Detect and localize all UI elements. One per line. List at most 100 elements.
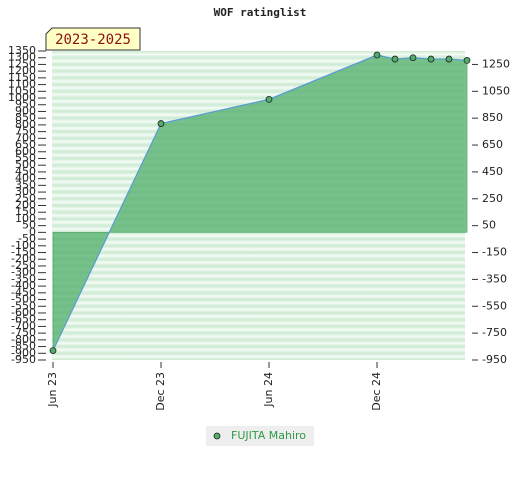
y-tick-label: 400 xyxy=(15,172,36,185)
point xyxy=(391,55,399,63)
y2-tick-label: -150 xyxy=(482,246,507,259)
point xyxy=(49,347,57,354)
point xyxy=(445,55,453,63)
y-tick-label: 150 xyxy=(15,205,36,218)
grid-band xyxy=(52,279,465,287)
grid-band xyxy=(52,51,465,58)
y2-tick-label: -350 xyxy=(482,272,507,285)
y-tick-label: -200 xyxy=(11,252,36,265)
y-tick-label: -400 xyxy=(11,279,36,292)
legend-box xyxy=(206,426,314,446)
y-tick-label: -650 xyxy=(11,313,36,326)
y-tick-label: -150 xyxy=(11,246,36,259)
point xyxy=(409,54,417,62)
grid-band xyxy=(52,265,465,273)
y-tick-label: -100 xyxy=(11,239,36,252)
y-tick-label: -550 xyxy=(11,299,36,312)
y-tick-label: -600 xyxy=(11,306,36,319)
badge: 2023-2025 xyxy=(55,32,131,48)
y-tick-label: 1100 xyxy=(8,78,36,91)
y-tick-label: 300 xyxy=(15,185,36,198)
grid-band xyxy=(52,319,465,327)
grid-band xyxy=(52,71,465,78)
y-tick-label: 0 xyxy=(29,225,36,238)
x-tick-label: Jun 24 xyxy=(262,372,275,408)
grid-band xyxy=(52,312,465,320)
x-tick-label: Dec 23 xyxy=(154,372,167,411)
legend-marker xyxy=(213,432,221,440)
chart-title: WOF ratinglist xyxy=(214,6,307,19)
grid-band xyxy=(52,91,465,99)
y-tick-label: -50 xyxy=(18,232,36,245)
grid-band xyxy=(52,232,465,240)
y-tick-label: 550 xyxy=(15,151,36,164)
y-tick-label: 800 xyxy=(15,118,36,131)
grid-band xyxy=(52,57,465,65)
point xyxy=(427,55,435,63)
y-tick-label: 750 xyxy=(15,125,36,138)
y-tick-label: 1150 xyxy=(8,71,36,84)
grid-band xyxy=(52,339,465,347)
grid-band xyxy=(52,64,465,72)
y-tick-label: 450 xyxy=(15,165,36,178)
y2-tick-label: 1250 xyxy=(482,57,510,70)
grid-band xyxy=(52,259,465,266)
y-tick-label: -800 xyxy=(11,333,36,346)
y-tick-label: 500 xyxy=(15,158,36,171)
y-tick-label: 1200 xyxy=(8,64,36,77)
badge-box xyxy=(45,27,141,51)
y-tick-label: -300 xyxy=(11,266,36,279)
y-tick-label: -450 xyxy=(11,286,36,299)
y-tick-label: 100 xyxy=(15,212,36,225)
grid-band xyxy=(52,326,465,334)
y-tick-label: 1000 xyxy=(8,91,36,104)
grid-band xyxy=(52,286,465,293)
y2-tick-label: 450 xyxy=(482,165,503,178)
y-tick-label: 50 xyxy=(22,219,36,232)
grid-band xyxy=(52,245,465,253)
y-tick-label: 1250 xyxy=(8,57,36,70)
point xyxy=(373,51,381,59)
y-tick-label: -250 xyxy=(11,259,36,272)
grid-band xyxy=(52,333,465,340)
y-tick-label: 350 xyxy=(15,178,36,191)
y-tick-label: 250 xyxy=(15,192,36,205)
y2-tick-label: 50 xyxy=(482,219,496,232)
point xyxy=(265,95,273,103)
y-tick-label: 1050 xyxy=(8,84,36,97)
y-tick-label: 850 xyxy=(15,111,36,124)
grid-band xyxy=(52,299,465,307)
y2-tick-label: -750 xyxy=(482,326,507,339)
grid-band xyxy=(52,346,465,354)
y2-tick-label: -950 xyxy=(482,353,507,366)
grid-band xyxy=(52,306,465,313)
y2-tick-label: -550 xyxy=(482,299,507,312)
point xyxy=(463,57,471,64)
y-tick-label: 1350 xyxy=(8,44,36,57)
legend-label: FUJITA Mahiro xyxy=(231,429,306,442)
y2-tick-label: 650 xyxy=(482,138,503,151)
y-tick-label: -750 xyxy=(11,326,36,339)
grid-band xyxy=(52,239,465,246)
grid-band xyxy=(52,77,465,85)
y-tick-label: 950 xyxy=(15,98,36,111)
y2-tick-label: 250 xyxy=(482,192,503,205)
grid-band xyxy=(52,353,465,360)
y-tick-label: 900 xyxy=(15,104,36,117)
y2-tick-label: 1050 xyxy=(482,84,510,97)
point xyxy=(157,120,165,127)
y-tick-label: -700 xyxy=(11,319,36,332)
y-tick-label: 700 xyxy=(15,131,36,144)
y-tick-label: -950 xyxy=(11,353,36,366)
y-tick-label: 1300 xyxy=(8,51,36,64)
y-tick-label: -900 xyxy=(11,346,36,359)
y-tick-label: 600 xyxy=(15,145,36,158)
y-tick-label: -350 xyxy=(11,272,36,285)
grid-band xyxy=(52,252,465,260)
x-tick-label: Jun 23 xyxy=(46,372,59,408)
y-tick-label: -850 xyxy=(11,340,36,353)
x-tick-label: Dec 24 xyxy=(370,372,383,411)
y-tick-label: 200 xyxy=(15,199,36,212)
